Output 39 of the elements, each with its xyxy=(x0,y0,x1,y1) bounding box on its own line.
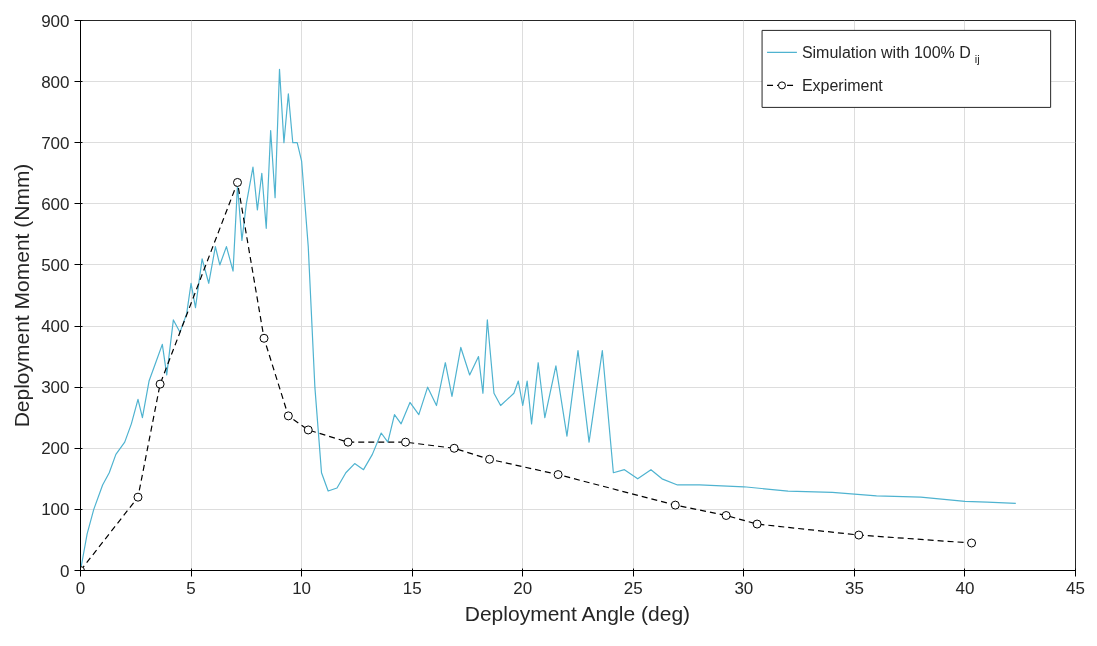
point xyxy=(721,511,731,520)
y-tick-label: 400 xyxy=(41,317,70,337)
point xyxy=(752,519,762,529)
x-tick-label: 30 xyxy=(734,578,754,598)
point xyxy=(343,437,353,447)
point xyxy=(232,177,242,187)
point xyxy=(670,500,680,510)
point xyxy=(259,333,269,343)
y-tick-label: 200 xyxy=(41,439,70,459)
y-tick-label: 300 xyxy=(41,378,70,398)
x-tick-label: 35 xyxy=(844,578,864,598)
x-tick-label: 0 xyxy=(75,578,86,598)
y-tick-label: 800 xyxy=(41,72,70,92)
point xyxy=(303,425,313,435)
point xyxy=(485,454,495,464)
y-tick-label: 100 xyxy=(41,500,70,520)
x-tick-label: 15 xyxy=(402,578,422,598)
point xyxy=(967,538,977,548)
x-tick-label: 25 xyxy=(623,578,643,598)
x-tick-label: 20 xyxy=(513,578,533,598)
y-tick-label: 0 xyxy=(60,561,70,581)
point xyxy=(283,411,293,421)
point xyxy=(449,443,459,453)
x-tick-label: 45 xyxy=(1066,578,1085,598)
y-axis-title: Deployment Moment (Nmm) xyxy=(10,163,34,428)
point xyxy=(155,379,165,389)
y-tick-label: 700 xyxy=(41,133,70,153)
point xyxy=(854,530,864,540)
point xyxy=(401,437,411,447)
legend-label: Experiment xyxy=(801,76,884,94)
point xyxy=(553,470,563,480)
x-tick-label: 10 xyxy=(292,578,312,598)
x-tick-label: 40 xyxy=(955,578,975,598)
x-tick-label: 5 xyxy=(186,578,196,598)
y-tick-label: 500 xyxy=(41,255,70,275)
y-tick-label: 900 xyxy=(41,11,70,31)
x-axis-title: Deployment Angle (deg) xyxy=(464,601,691,625)
point xyxy=(133,492,143,502)
y-tick-label: 600 xyxy=(41,194,70,214)
